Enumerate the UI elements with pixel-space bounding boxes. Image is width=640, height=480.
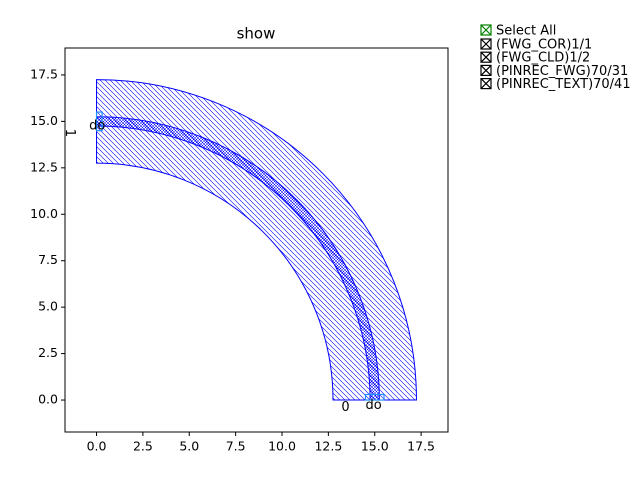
waveguide-section xyxy=(96,79,417,401)
y-tick-label: 0.0 xyxy=(38,392,58,407)
y-tick-label: 12.5 xyxy=(30,159,58,174)
checkbox[interactable] xyxy=(480,64,492,77)
y-tick-label: 15.0 xyxy=(30,113,58,128)
checkbox[interactable] xyxy=(480,24,492,36)
checkbox-mark xyxy=(480,24,492,36)
x-tick-label: 5.0 xyxy=(179,439,199,454)
checkbox[interactable] xyxy=(480,77,492,90)
legend-entry[interactable]: (PINREC_TEXT)70/41 xyxy=(496,77,631,92)
select-all[interactable]: Select All xyxy=(496,24,556,39)
y-tick-label: 17.5 xyxy=(30,66,58,81)
port-label: 1 xyxy=(62,129,77,137)
checkbox-box xyxy=(480,24,492,36)
checkbox[interactable] xyxy=(480,38,492,50)
axes-frame xyxy=(64,47,449,433)
port-pin xyxy=(95,111,103,132)
legend-entry[interactable]: (FWG_COR)1/1 xyxy=(496,38,592,53)
y-tick-label: 7.5 xyxy=(38,252,58,267)
y-tick-label: 10.0 xyxy=(30,206,58,221)
checkbox-mark xyxy=(480,78,492,90)
checkbox-mark xyxy=(480,38,492,50)
legend-entry[interactable]: (FWG_CLD)1/2 xyxy=(496,51,590,66)
checkbox-box xyxy=(480,38,492,50)
checkbox-box xyxy=(480,77,492,90)
x-tick-label: 12.5 xyxy=(314,439,342,454)
checkbox-mark xyxy=(480,64,492,76)
checkbox[interactable] xyxy=(480,51,492,63)
x-tick-label: 17.5 xyxy=(407,439,435,454)
x-tick-label: 15.0 xyxy=(361,439,389,454)
x-tick-label: 2.5 xyxy=(133,439,153,454)
legend-entry[interactable]: (PINREC_FWG)70/31 xyxy=(496,64,628,79)
checkbox-box xyxy=(480,51,492,63)
port-label: 0 xyxy=(341,400,349,415)
port-label: do xyxy=(365,398,381,413)
checkbox-mark xyxy=(480,51,492,63)
x-tick-label: 7.5 xyxy=(226,439,246,454)
checkbox-box xyxy=(480,64,492,77)
x-tick-label: 0.0 xyxy=(87,439,107,454)
y-tick-label: 2.5 xyxy=(38,345,58,360)
y-tick-label: 5.0 xyxy=(38,299,58,314)
x-tick-label: 10.0 xyxy=(268,439,296,454)
port-label: do xyxy=(89,119,105,134)
port-pin xyxy=(364,393,385,401)
chart-title: show xyxy=(237,25,276,43)
